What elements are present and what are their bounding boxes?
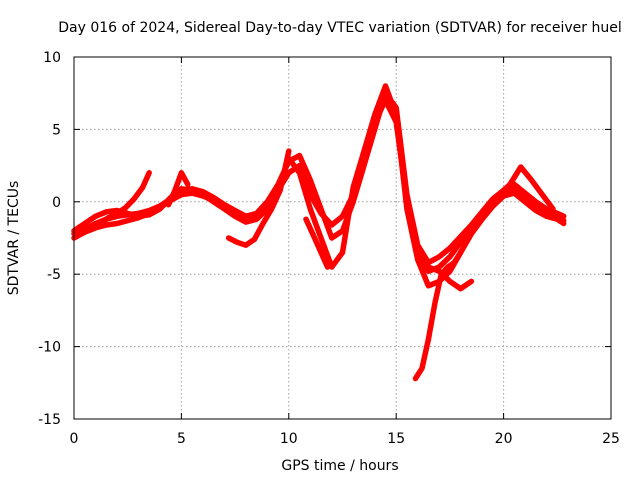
series-layer: [71, 83, 567, 382]
x-tick-label: 10: [280, 431, 298, 447]
series-arc-3: [71, 83, 567, 289]
series-arc-6: [225, 148, 292, 248]
x-tick-label: 5: [177, 431, 186, 447]
y-tick-label: 0: [52, 195, 61, 211]
x-tick-label: 25: [602, 431, 620, 447]
y-tick-label: -5: [47, 267, 61, 283]
series-arc-5: [165, 170, 191, 208]
series-arc-2: [71, 90, 567, 266]
axis-ticks: [73, 56, 612, 420]
y-tick-label: -10: [38, 340, 61, 356]
y-tick-label: -15: [38, 412, 61, 428]
chart-title: Day 016 of 2024, Sidereal Day-to-day VTE…: [58, 20, 621, 36]
y-tick-label: 10: [43, 50, 61, 66]
x-tick-label: 0: [70, 431, 79, 447]
y-axis-label: SDTVAR / TECUs: [6, 181, 22, 296]
series-arc-7: [303, 216, 331, 270]
plot-frame: [73, 56, 612, 420]
series-arc-4: [88, 170, 152, 231]
y-tick-label: 5: [52, 122, 61, 138]
x-tick-label: 15: [387, 431, 405, 447]
x-axis-label: GPS time / hours: [281, 458, 398, 474]
series-arc-8: [412, 249, 464, 382]
series-arc-9: [425, 264, 475, 292]
y-tick-labels: -15 -10 -5 0 5 10: [38, 50, 61, 428]
x-tick-labels: 0 5 10 15 20 25: [70, 431, 620, 447]
series-arc-10: [496, 164, 556, 212]
x-tick-label: 20: [495, 431, 513, 447]
